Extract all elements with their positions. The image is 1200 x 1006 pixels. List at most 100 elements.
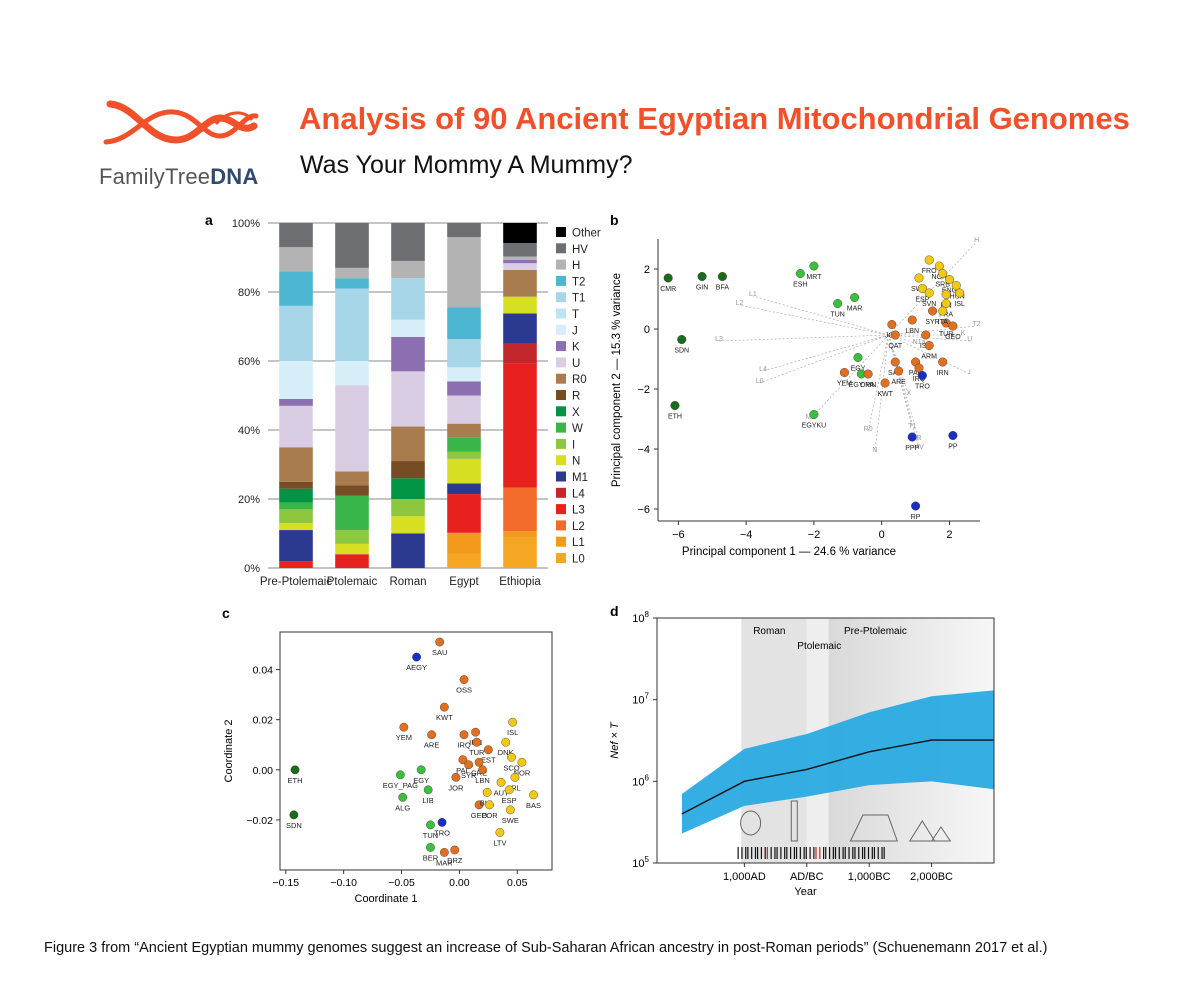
data-point [459, 730, 469, 740]
legend-label: L1 [572, 537, 585, 549]
legend-swatch [556, 536, 566, 547]
bar-segment [503, 363, 537, 488]
legend-label: U [572, 358, 580, 370]
data-point [717, 271, 727, 281]
point-label: TRO [915, 384, 930, 391]
point-label: SRB [936, 282, 951, 289]
legend-label: T1 [572, 293, 585, 305]
x-tick-label: −0.15 [272, 877, 299, 889]
legend-label: L2 [572, 521, 585, 533]
loading-vector [718, 334, 889, 342]
point-label: TUR [939, 331, 953, 338]
y-tick-label: 60% [238, 356, 260, 368]
bar-segment [503, 296, 537, 314]
data-point [809, 409, 819, 419]
point-label: ALG [395, 803, 410, 812]
legend-label: T [572, 309, 579, 321]
data-point [482, 787, 492, 797]
point-label: SVN [922, 301, 936, 308]
x-tick-label: 2,000BC [910, 871, 953, 883]
bar-segment [279, 398, 313, 406]
y-tick-label: 40% [238, 425, 260, 437]
point-label: EST [481, 756, 496, 765]
data-point [914, 363, 924, 373]
data-point [496, 777, 506, 787]
loading-label: L4 [759, 366, 767, 373]
legend-swatch [556, 341, 566, 352]
data-point [928, 306, 938, 316]
loading-vector [752, 295, 889, 336]
data-point [890, 330, 900, 340]
bar-segment [503, 487, 537, 532]
x-tick-label: Roman [389, 576, 426, 588]
point-label: IRQ [457, 741, 471, 750]
point-label: PAL [456, 766, 470, 775]
bar-segment [391, 223, 425, 261]
point-label: ARM [921, 354, 937, 361]
bar-segment [391, 478, 425, 499]
loading-vector [810, 334, 889, 420]
bar-segment [335, 361, 369, 386]
period-label: Ptolemaic [797, 641, 841, 652]
y-axis-label: Nef × T [609, 721, 621, 759]
data-point [439, 848, 449, 857]
point-label: LTV [493, 838, 506, 847]
point-label: MAR [436, 858, 453, 867]
bar-segment [335, 495, 369, 531]
bar-segment [503, 223, 537, 244]
data-point [435, 637, 445, 647]
bar-segment [447, 494, 481, 533]
legend-swatch [556, 390, 566, 400]
data-point [914, 273, 924, 283]
data-point [833, 298, 843, 308]
loading-label: T2 [973, 321, 981, 328]
legend-label: N [572, 456, 580, 468]
bar-segment [447, 458, 481, 484]
bar-segment [503, 243, 537, 257]
bar-segment [503, 269, 537, 297]
data-point [911, 501, 921, 511]
data-point [505, 805, 515, 815]
legend-swatch [556, 308, 566, 319]
data-point [395, 770, 405, 780]
point-label: YEM [396, 733, 412, 742]
y-tick-label: −4 [637, 444, 650, 456]
data-point [529, 790, 538, 800]
x-tick-label: AD/BC [790, 871, 824, 883]
bar-segment [391, 260, 425, 279]
bar-segment [335, 543, 369, 555]
data-point [504, 785, 514, 795]
data-point [938, 357, 948, 367]
y-tick-label: 106 [632, 773, 649, 788]
point-label: SAU [432, 648, 447, 657]
loading-label: L1 [749, 291, 757, 298]
point-label: ETH [288, 776, 303, 785]
point-label: GRE [471, 768, 487, 777]
data-point [894, 366, 904, 376]
data-point [850, 292, 860, 302]
bar-segment [503, 531, 537, 538]
bar-segment [335, 554, 369, 568]
loading-label: K [961, 330, 966, 337]
legend-label: HV [572, 244, 588, 256]
bar-segment [447, 451, 481, 459]
bar-segment [279, 223, 313, 248]
data-point [450, 845, 460, 855]
data-point [423, 785, 433, 795]
y-tick-label: 0.04 [253, 665, 274, 677]
legend-swatch [556, 455, 566, 466]
loading-label: N [872, 447, 877, 454]
bar-segment [447, 553, 481, 568]
legend-label: L3 [572, 505, 585, 517]
x-tick-label: 0 [879, 529, 885, 541]
loading-label: L2 [735, 300, 743, 307]
legend-swatch [556, 406, 566, 417]
legend-label: W [572, 423, 583, 435]
y-axis-label: Principal component 2 — 15.3 % variance [611, 273, 623, 487]
point-label: CMR [660, 286, 676, 293]
data-point [941, 289, 951, 299]
bar-segment [279, 271, 313, 306]
bar-segment [335, 471, 369, 486]
x-axis-label: Coordinate 1 [355, 893, 418, 905]
point-label: AEGY [406, 663, 427, 672]
